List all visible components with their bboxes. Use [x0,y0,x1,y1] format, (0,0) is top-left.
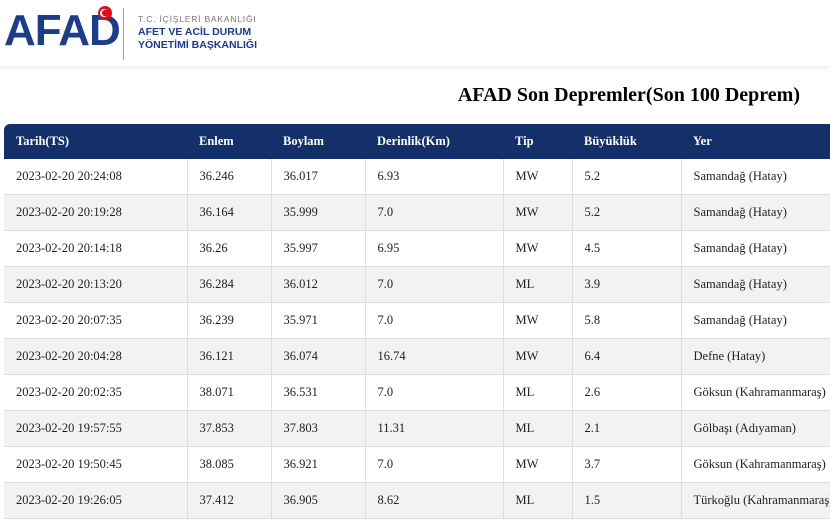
column-header[interactable]: Enlem [187,124,271,159]
table-cell: 2023-02-20 20:13:20 [4,266,188,303]
table-cell: 38.085 [187,446,272,483]
table-cell: 2023-02-20 20:04:28 [4,338,188,375]
table-cell: Göksun (Kahramanmaraş) [681,374,830,411]
table-cell: 2023-02-20 20:19:28 [4,194,188,231]
table-cell: 8.62 [365,482,504,519]
agency-name: AFET VE ACİL DURUM [138,26,252,38]
table-cell: 6.4 [572,338,682,375]
table-cell: Defne (Hatay) [681,338,830,375]
table-row: 2023-02-20 20:02:35 38.071 36.531 7.0 ML 2.6 G… [4,374,830,411]
table-cell: 35.971 [271,302,366,339]
earthquake-table: Tarih(TS) Enlem Boylam Derinlik(Km) Tip Büyük… [4,124,830,519]
table-cell: 36.284 [187,266,272,303]
table-row: 2023-02-20 20:04:28 36.121 36.074 16.74 MW 6.… [4,338,830,375]
column-header[interactable]: Yer [681,124,830,159]
column-header[interactable]: Derinlik(Km) [365,124,503,159]
table-cell: Türkoğlu (Kahramanmaraş) [681,482,830,519]
table-cell: 4.5 [572,230,682,267]
table-cell: Samandağ (Hatay) [681,266,830,303]
table-cell: MW [503,302,573,339]
table-cell: ML [503,266,573,303]
table-cell: 36.017 [271,159,366,195]
table-cell: 36.074 [271,338,366,375]
table-cell: 36.164 [187,194,272,231]
table-cell: 2023-02-20 20:14:18 [4,230,188,267]
table-cell: 2023-02-20 20:02:35 [4,374,188,411]
table-row: 2023-02-20 20:14:18 36.26 35.997 6.95 MW 4.5 S… [4,230,830,267]
table-cell: MW [503,338,573,375]
agency-name: YÖNETİMİ BAŞKANLIĞI [138,39,258,51]
column-header[interactable]: Tarih(TS) [4,124,187,159]
table-cell: 36.531 [271,374,366,411]
table-cell: 35.999 [271,194,366,231]
table-cell: 2.1 [572,410,682,447]
table-cell: 37.412 [187,482,272,519]
table-cell: 2023-02-20 20:24:08 [4,159,188,195]
table-cell: 7.0 [365,374,504,411]
table-cell: 3.9 [572,266,682,303]
table-cell: MW [503,230,573,267]
table-cell: MW [503,194,573,231]
header-row: Tarih(TS) Enlem Boylam Derinlik(Km) Tip Büyük… [4,124,830,159]
table-cell: ML [503,410,573,447]
table-cell: Gölbaşı (Adıyaman) [681,410,830,447]
table-row: 2023-02-20 20:07:35 36.239 35.971 7.0 MW 5.8 S… [4,302,830,339]
table-cell: 6.93 [365,159,504,195]
table-cell: 35.997 [271,230,366,267]
column-header[interactable]: Büyüklük [572,124,681,159]
table-cell: 38.071 [187,374,272,411]
table-cell: 2023-02-20 19:57:55 [4,410,188,447]
table-cell: 1.5 [572,482,682,519]
table-cell: 37.853 [187,410,272,447]
table-cell: 2023-02-20 20:07:35 [4,302,188,339]
flag-icon [98,6,112,20]
table-row: 2023-02-20 20:13:20 36.284 36.012 7.0 ML 3.9 S… [4,266,830,303]
table-cell: 7.0 [365,194,504,231]
table-cell: MW [503,159,573,195]
table-cell: 5.2 [572,159,682,195]
column-header[interactable]: Tip [503,124,572,159]
column-header[interactable]: Boylam [271,124,365,159]
table-cell: 36.121 [187,338,272,375]
table-row: 2023-02-20 20:24:08 36.246 36.017 6.93 MW 5.2… [4,159,830,195]
table-cell: Göksun (Kahramanmaraş) [681,446,830,483]
table-cell: Samandağ (Hatay) [681,194,830,231]
table-cell: ML [503,374,573,411]
table-cell: Samandağ (Hatay) [681,302,830,339]
table-cell: 5.8 [572,302,682,339]
table-cell: 36.239 [187,302,272,339]
table-cell: 36.012 [271,266,366,303]
table-cell: 2023-02-20 19:50:45 [4,446,188,483]
table-cell: Samandağ (Hatay) [681,230,830,267]
table-cell: 5.2 [572,194,682,231]
table-row: 2023-02-20 19:50:45 38.085 36.921 7.0 MW 3.7 G… [4,446,830,483]
table-cell: 36.921 [271,446,366,483]
page-title: AFAD Son Depremler(Son 100 Deprem) [457,84,800,106]
table-cell: 11.31 [365,410,504,447]
table-cell: 36.26 [187,230,272,267]
table-row: 2023-02-20 19:57:55 37.853 37.803 11.31 ML 2.… [4,410,830,447]
table-cell: Samandağ (Hatay) [681,159,830,195]
table-cell: 2.6 [572,374,682,411]
table-row: 2023-02-20 20:19:28 36.164 35.999 7.0 MW 5.2 S… [4,194,830,231]
table-cell: MW [503,446,573,483]
table-cell: 36.905 [271,482,366,519]
table-cell: 36.246 [187,159,272,195]
table-cell: 7.0 [365,302,504,339]
header: AFAD T.C. İÇİŞLERİ BAKANLIĞI AFET VE ACİ… [0,0,830,66]
table-cell: ML [503,482,573,519]
table-cell: 7.0 [365,266,504,303]
table-cell: 16.74 [365,338,504,375]
table-cell: 37.803 [271,410,366,447]
table-cell: 6.95 [365,230,504,267]
table-cell: 7.0 [365,446,504,483]
table-row: 2023-02-20 19:26:05 37.412 36.905 8.62 ML 1.5… [4,482,830,519]
table-cell: 3.7 [572,446,682,483]
divider [123,8,124,60]
ministry: T.C. İÇİŞLERİ BAKANLIĞI [138,14,257,24]
table-cell: 2023-02-20 19:26:05 [4,482,188,519]
